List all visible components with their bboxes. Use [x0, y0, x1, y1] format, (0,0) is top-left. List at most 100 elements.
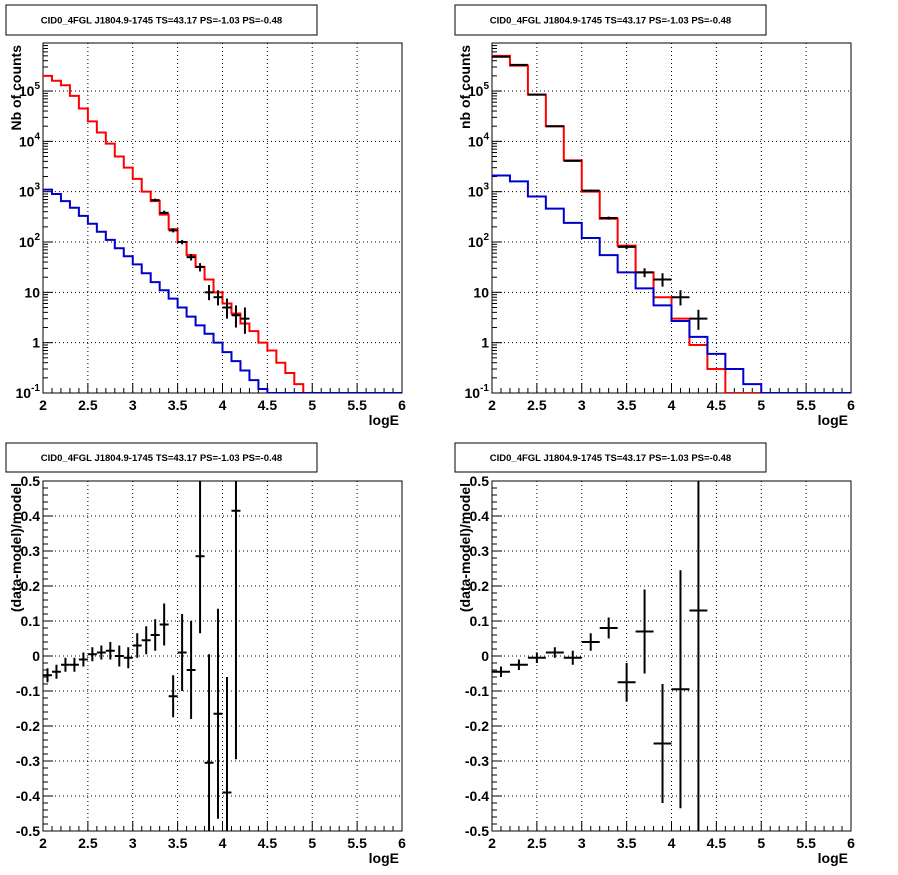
y-tick-label: 0.1: [470, 613, 490, 629]
data-point: [617, 244, 636, 250]
y-axis-label: Nb of counts: [8, 45, 24, 131]
x-tick-label: 5.5: [796, 397, 816, 413]
data-point: [204, 284, 214, 301]
y-tick-label: 10: [24, 284, 40, 300]
chart-title: CID0_4FGL J1804.9-1745 TS=43.17 PS=-1.03…: [41, 453, 282, 464]
data-point: [509, 63, 528, 66]
chart-title-box: [454, 442, 767, 473]
data-point: [132, 633, 142, 658]
x-tick-label: 6: [847, 397, 855, 413]
grid-lines: [492, 481, 851, 831]
data-point: [123, 647, 133, 669]
chart-title: CID0_4FGL J1804.9-1745 TS=43.17 PS=-1.03…: [490, 453, 731, 464]
y-axis: -0.5 -0.4 -0.3 -0.2 -0.1 0 0.1 0.2 0.3 0.4 0.5: [465, 473, 502, 839]
data-point: [78, 652, 88, 667]
y-tick-label: 0: [481, 648, 489, 664]
data-point: [240, 307, 250, 334]
chart-title-box: [5, 442, 318, 473]
data-point: [599, 617, 618, 639]
data-point: [159, 603, 169, 646]
x-tick-label: 2.5: [78, 397, 98, 413]
x-tick-label: 3.5: [617, 397, 637, 413]
x-tick-label: 4.5: [258, 397, 278, 413]
grid-lines: [43, 43, 402, 393]
data-point: [545, 125, 564, 128]
y-tick-label: 0.4: [21, 508, 41, 524]
chart-title-box: [454, 4, 767, 36]
x-tick-label: 3.5: [168, 835, 188, 851]
x-tick-label: 4: [219, 835, 227, 851]
x-axis: 2 2.5 3 3.5 4 4.5 5 5.5 6: [488, 383, 855, 413]
y-tick-label: 105: [468, 81, 490, 99]
x-tick-label: 3: [578, 835, 586, 851]
y-tick-label: 10-1: [16, 383, 41, 401]
y-tick-label: -0.1: [465, 683, 489, 699]
data-point: [177, 239, 187, 245]
y-tick-label: -0.5: [16, 823, 40, 839]
data-point: [635, 268, 654, 278]
x-tick-label: 5.5: [347, 397, 367, 413]
x-tick-label: 2: [39, 397, 47, 413]
data-point: [213, 608, 223, 819]
data-point: [195, 263, 205, 272]
data-point: [689, 309, 708, 330]
x-tick-label: 4: [219, 397, 227, 413]
data-point: [105, 642, 115, 660]
y-tick-label: 1: [32, 335, 40, 351]
grid-lines: [43, 481, 402, 831]
chart-panel-1: CID0_4FGL J1804.9-1745 TS=43.17 PS=-1.03…: [5, 4, 406, 428]
x-tick-label: 5.5: [347, 835, 367, 851]
data-point: [617, 663, 636, 702]
chart-panel-4: CID0_4FGL J1804.9-1745 TS=43.17 PS=-1.03…: [454, 442, 855, 866]
y-tick-label: 103: [468, 182, 490, 200]
chart-panel-2: CID0_4FGL J1804.9-1745 TS=43.17 PS=-1.03…: [454, 4, 855, 428]
x-tick-label: 4.5: [707, 397, 727, 413]
x-axis-label: logE: [369, 850, 399, 866]
model-total-histogram: [492, 54, 851, 393]
x-tick-label: 5: [308, 835, 316, 851]
data-point: [186, 621, 196, 719]
x-tick-label: 5: [757, 397, 765, 413]
data-point: [168, 675, 178, 718]
x-tick-label: 6: [398, 397, 406, 413]
data-point: [231, 305, 241, 328]
x-tick-label: 6: [398, 835, 406, 851]
y-tick-label: -0.3: [465, 753, 489, 769]
x-tick-label: 5.5: [796, 835, 816, 851]
y-tick-label: -0.2: [465, 718, 489, 734]
y-tick-label: 0.2: [21, 578, 41, 594]
x-axis: 2 2.5 3 3.5 4 4.5 5 5.5 6: [39, 821, 406, 851]
data-point: [509, 659, 528, 670]
data-point: [177, 614, 187, 691]
model-source-histogram: [43, 188, 402, 393]
data-point: [545, 647, 564, 658]
x-tick-label: 2: [488, 835, 496, 851]
y-tick-label: 0.2: [470, 578, 490, 594]
data-point: [168, 228, 178, 233]
data-point: [222, 298, 232, 319]
data-point: [653, 684, 672, 803]
data-point: [150, 198, 160, 202]
x-axis-label: logE: [369, 412, 399, 428]
x-tick-label: 3: [129, 835, 137, 851]
data-point: [69, 657, 79, 672]
x-tick-label: 5: [308, 397, 316, 413]
data-point: [204, 654, 214, 831]
data-point: [141, 626, 151, 655]
data-point: [222, 677, 232, 831]
y-tick-label: 10-1: [465, 383, 490, 401]
data-point: [114, 645, 124, 667]
data-layer: [492, 54, 851, 393]
x-tick-label: 2: [39, 835, 47, 851]
data-point: [599, 216, 618, 220]
y-axis-label: nb of counts: [457, 45, 473, 129]
chart-title: CID0_4FGL J1804.9-1745 TS=43.17 PS=-1.03…: [490, 16, 731, 27]
x-tick-label: 3.5: [617, 835, 637, 851]
y-tick-label: 0.3: [470, 543, 490, 559]
chart-title: CID0_4FGL J1804.9-1745 TS=43.17 PS=-1.03…: [41, 16, 282, 27]
x-tick-label: 2.5: [527, 835, 547, 851]
x-axis-label: logE: [818, 412, 848, 428]
y-tick-label: 104: [19, 131, 41, 149]
y-axis-label: (data-model)/model: [8, 483, 24, 612]
